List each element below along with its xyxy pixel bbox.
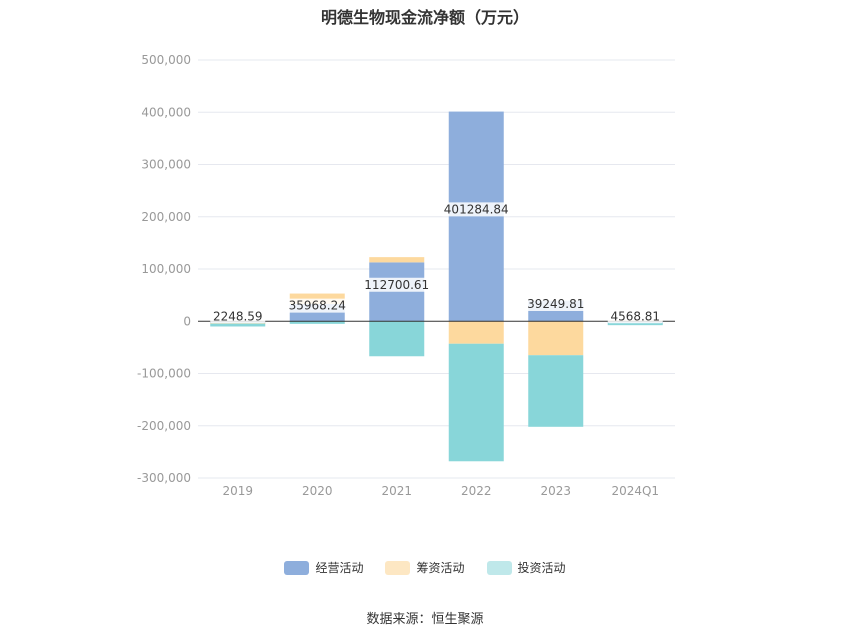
x-tick-label: 2023	[540, 484, 571, 498]
source-note: 数据来源：恒生聚源	[366, 612, 484, 627]
legend-swatch-investing	[486, 560, 512, 575]
y-tick-label: 400,000	[141, 105, 191, 119]
data-label-group: 2248.59	[210, 309, 266, 324]
data-label-bg	[286, 298, 349, 313]
bar-1-2021	[369, 257, 425, 263]
chart-title: 明德生物现金流净额（万元）	[320, 8, 529, 27]
legend-label-investing: 投资活动	[517, 561, 566, 575]
data-label-bg	[210, 309, 266, 324]
grid-lines	[198, 59, 675, 479]
data-label: 35968.24	[289, 299, 346, 313]
y-tick-label: -300,000	[137, 471, 191, 485]
legend-item-financing[interactable]: 筹资活动	[385, 559, 465, 576]
data-label: 4568.81	[610, 309, 660, 323]
bar-2-2024Q1	[607, 322, 663, 326]
data-label-group: 35968.24	[286, 298, 349, 313]
bar-1-2022	[448, 321, 504, 344]
data-label-bg	[361, 277, 432, 292]
data-label-group: 112700.61	[361, 277, 432, 292]
y-tick-label: 0	[183, 314, 191, 328]
x-tick-label: 2021	[381, 484, 412, 498]
legend-label-financing: 筹资活动	[416, 561, 465, 575]
bars	[210, 111, 663, 462]
data-label-bg	[441, 202, 512, 217]
x-tick-label: 2020	[302, 484, 333, 498]
y-tick-label: 200,000	[141, 210, 191, 224]
bar-2-2023	[528, 355, 584, 427]
y-tick-label: 500,000	[141, 53, 191, 67]
bar-2-2019	[210, 323, 266, 327]
data-label-group: 39249.81	[524, 296, 587, 311]
bar-1-2023	[528, 321, 584, 356]
data-label-bg	[524, 296, 587, 311]
y-tick-label: 100,000	[141, 262, 191, 276]
x-tick-label: 2024Q1	[611, 484, 659, 498]
legend: 经营活动 筹资活动 投资活动	[0, 559, 850, 576]
bar-1-2019	[210, 322, 266, 324]
legend-item-operating[interactable]: 经营活动	[284, 559, 363, 576]
data-label: 112700.61	[364, 278, 429, 292]
legend-swatch-operating	[284, 560, 310, 575]
data-label: 2248.59	[213, 309, 263, 323]
data-label: 401284.84	[444, 202, 509, 216]
bar-2-2022	[448, 343, 504, 462]
x-tick-label: 2022	[461, 484, 492, 498]
data-label-bg	[607, 309, 663, 324]
data-labels: 2248.59 35968.24 112700.61 401284.84 39249.8…	[210, 202, 663, 324]
y-tick-label: -200,000	[137, 419, 191, 433]
axes: 500,000 400,000 300,000 200,000 100,000 0 -100…	[137, 53, 675, 498]
data-label: 39249.81	[527, 297, 584, 311]
data-label-group: 401284.84	[441, 202, 512, 217]
y-tick-label: 300,000	[141, 158, 191, 172]
bar-2-2020	[289, 321, 345, 324]
bar-2-2021	[369, 321, 425, 357]
legend-item-investing[interactable]: 投资活动	[486, 559, 566, 576]
y-tick-label: -100,000	[137, 367, 191, 381]
legend-label-operating: 经营活动	[315, 561, 364, 575]
x-tick-label: 2019	[222, 484, 253, 498]
data-label-group: 4568.81	[607, 309, 663, 324]
legend-swatch-financing	[385, 560, 411, 575]
